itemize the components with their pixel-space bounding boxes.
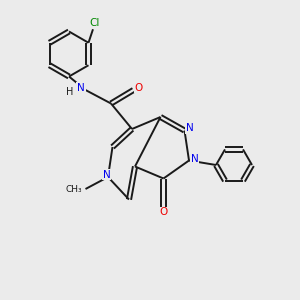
Text: N: N: [77, 82, 85, 93]
Text: CH₃: CH₃: [66, 184, 83, 194]
Text: N: N: [190, 154, 198, 164]
Text: N: N: [186, 123, 194, 133]
Text: H: H: [66, 87, 74, 98]
Text: O: O: [159, 207, 168, 218]
Text: O: O: [135, 82, 143, 93]
Text: N: N: [103, 169, 110, 180]
Text: Cl: Cl: [89, 18, 100, 28]
